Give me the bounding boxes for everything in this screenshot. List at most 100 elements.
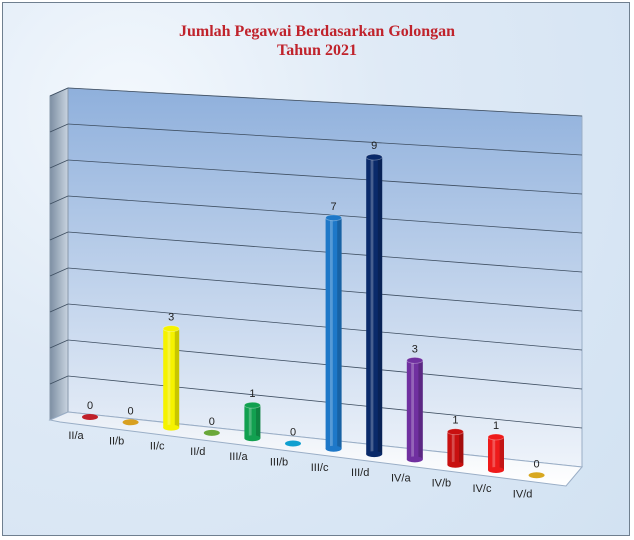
chart-floor xyxy=(48,411,583,487)
bar-base xyxy=(447,461,464,468)
chart-title-block: Jumlah Pegawai Berdasarkan Golongan Tahu… xyxy=(0,22,634,60)
gridline-side xyxy=(49,195,69,205)
data-label-IV/c: 1 xyxy=(493,420,499,432)
tick-label-II/c: II/c xyxy=(150,441,165,453)
bar-shadow xyxy=(174,328,180,428)
tick-label-IV/c: IV/c xyxy=(473,483,492,495)
gridline-side xyxy=(49,339,69,349)
data-label-IV/b: 1 xyxy=(452,415,458,427)
bar-disc xyxy=(528,472,545,479)
bar-II/b xyxy=(122,419,139,426)
tick-label-IV/d: IV/d xyxy=(513,488,533,500)
data-label-II/b: 0 xyxy=(128,405,134,417)
bar-base xyxy=(406,456,423,463)
bar-highlight xyxy=(330,217,333,449)
tick-label-III/a: III/a xyxy=(229,451,248,463)
bar-disc xyxy=(285,440,301,447)
bar-body xyxy=(244,405,261,439)
bar-top xyxy=(487,433,505,441)
bar-top xyxy=(162,325,180,333)
bars xyxy=(82,153,545,479)
tick-label-IV/a: IV/a xyxy=(391,472,411,484)
gridline xyxy=(67,339,583,390)
gridline-side xyxy=(49,267,69,277)
bar-base xyxy=(325,445,342,452)
data-label-III/c: 7 xyxy=(331,201,337,213)
gridline xyxy=(67,159,583,195)
data-label-III/a: 1 xyxy=(249,388,255,400)
gridline xyxy=(67,231,583,273)
gridline-side xyxy=(49,87,69,97)
bar-top xyxy=(406,356,424,364)
data-label-II/c: 3 xyxy=(168,312,174,324)
gridline-side xyxy=(49,123,69,133)
bar-highlight xyxy=(167,328,171,428)
gridline xyxy=(67,87,583,117)
gridline xyxy=(67,267,583,312)
bar-II/a xyxy=(82,414,98,420)
bar-top xyxy=(325,214,343,222)
bar-shadow xyxy=(459,431,464,465)
data-label-III/b: 0 xyxy=(290,427,296,439)
bar-shadow xyxy=(337,217,342,449)
gridline xyxy=(67,195,583,234)
bar-base xyxy=(163,424,180,431)
bar-top xyxy=(446,428,464,436)
bar-body xyxy=(366,157,383,455)
bar-shadow xyxy=(418,360,423,460)
bar-body xyxy=(163,328,180,428)
bar-III/b xyxy=(285,440,301,447)
bar-disc xyxy=(122,419,139,426)
bar-IV/a xyxy=(406,356,424,463)
data-label-II/d: 0 xyxy=(209,416,215,428)
bar-shadow xyxy=(377,157,383,455)
chart-title: Jumlah Pegawai Berdasarkan Golongan xyxy=(178,23,456,40)
labels: 0 II/a 0 II/b 3 II/c 0 II/d 1 III/a 0 III/b 7 III/c 9 I… xyxy=(68,140,539,500)
bar-body xyxy=(406,360,423,460)
bar-top xyxy=(365,153,383,161)
bar-IV/b xyxy=(446,428,464,468)
bar-base xyxy=(244,435,261,442)
tick-label-II/b: II/b xyxy=(109,435,124,447)
tick-label-II/a: II/a xyxy=(68,430,84,442)
tick-label-II/d: II/d xyxy=(190,446,205,458)
data-label-IV/a: 3 xyxy=(412,343,418,355)
bar-body xyxy=(325,217,342,449)
bar-shadow xyxy=(499,437,504,470)
data-label-II/a: 0 xyxy=(87,400,93,412)
gridline-side xyxy=(49,375,69,385)
bar-III/d xyxy=(365,153,383,458)
chart-subtitle: Tahun 2021 xyxy=(277,42,357,59)
tick-label-III/b: III/b xyxy=(270,457,288,469)
bar-highlight xyxy=(248,405,252,439)
bar-highlight xyxy=(370,157,374,455)
gridline-side xyxy=(49,231,69,241)
gridline-side xyxy=(49,159,69,169)
chart-side-wall xyxy=(49,87,69,421)
bar-highlight xyxy=(492,437,496,470)
gridline xyxy=(67,375,583,429)
bar-top xyxy=(243,401,261,409)
gridline xyxy=(67,303,583,351)
bar-IV/d xyxy=(528,472,545,479)
bar-IV/c xyxy=(487,433,505,473)
bar-body xyxy=(488,437,504,470)
bar-II/c xyxy=(162,325,180,431)
gridline-side xyxy=(49,303,69,313)
bar-base xyxy=(366,451,383,458)
plot-area xyxy=(48,87,583,487)
bar-II/d xyxy=(203,429,220,436)
chart-back-wall xyxy=(67,87,583,468)
tick-label-III/c: III/c xyxy=(311,462,329,474)
bar-shadow xyxy=(256,405,261,439)
data-label-III/d: 9 xyxy=(371,140,377,152)
bar-highlight xyxy=(411,360,414,460)
gridline xyxy=(67,123,583,156)
bar-disc xyxy=(82,414,98,420)
bar-body xyxy=(447,431,464,465)
data-label-IV/d: 0 xyxy=(534,458,540,470)
bar-highlight xyxy=(451,431,455,465)
bar-disc xyxy=(203,429,220,436)
tick-label-III/d: III/d xyxy=(351,467,369,479)
